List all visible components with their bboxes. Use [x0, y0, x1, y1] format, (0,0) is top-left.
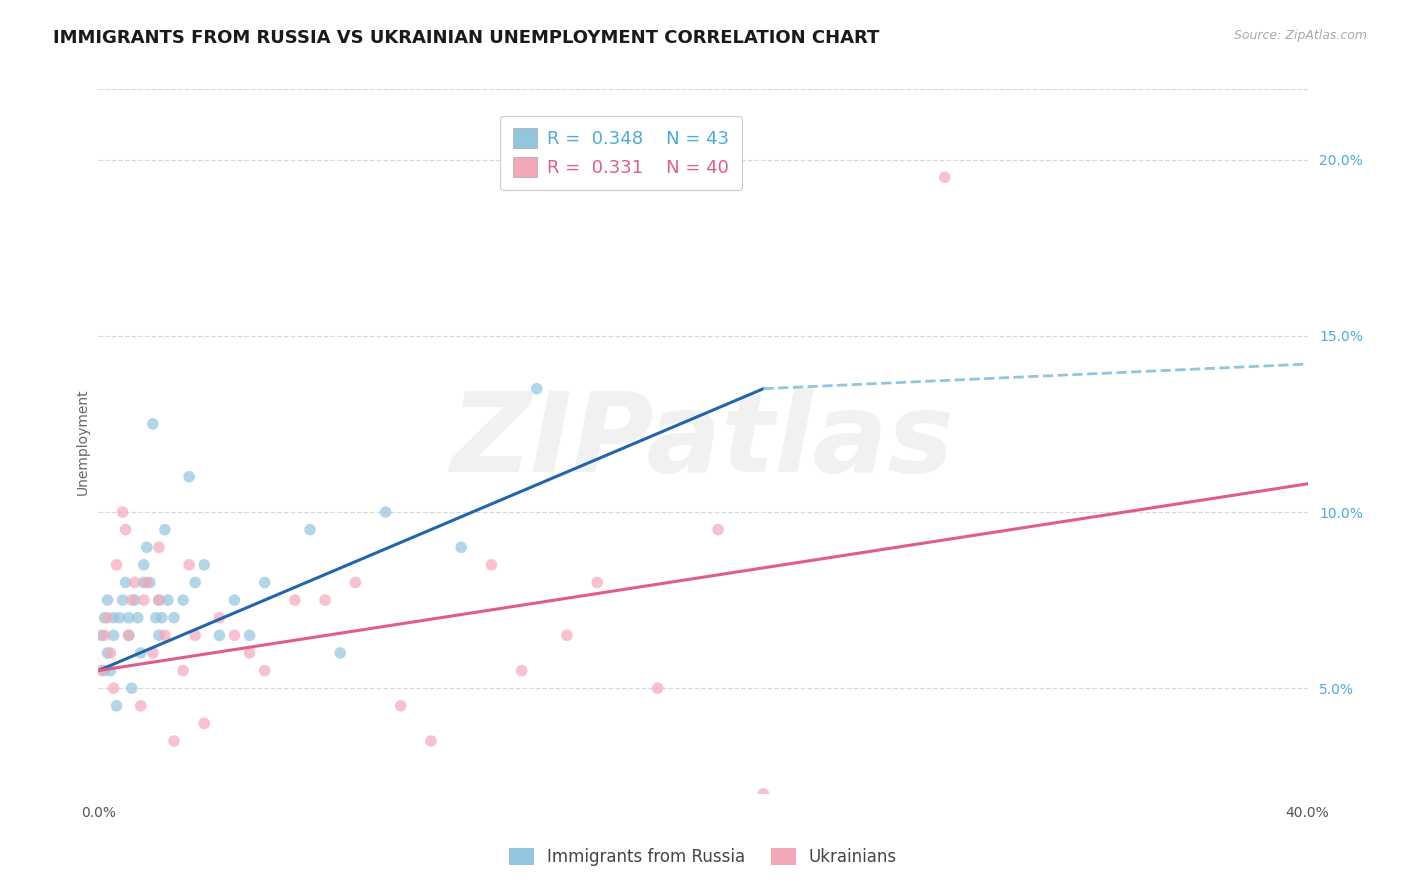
Point: [135, 575, 157, 590]
Point: [139, 575, 162, 590]
Point: [193, 558, 215, 572]
Point: [148, 541, 170, 555]
Point: [239, 628, 262, 642]
Point: [934, 170, 956, 185]
Point: [103, 611, 125, 625]
Point: [114, 575, 136, 590]
Point: [184, 575, 207, 590]
Point: [142, 646, 165, 660]
Point: [96, 646, 118, 660]
Point: [96, 593, 118, 607]
Point: [93, 628, 115, 642]
Point: [96, 611, 118, 625]
Point: [208, 611, 231, 625]
Point: [132, 558, 155, 572]
Point: [111, 505, 134, 519]
Point: [105, 698, 128, 713]
Point: [389, 698, 412, 713]
Point: [179, 558, 201, 572]
Point: [150, 611, 173, 625]
Point: [129, 698, 152, 713]
Point: [184, 628, 207, 642]
Point: [124, 593, 146, 607]
Point: [118, 611, 141, 625]
Point: [752, 787, 775, 801]
Point: [253, 664, 276, 678]
Point: [555, 628, 578, 642]
Point: [224, 593, 246, 607]
Point: [329, 646, 352, 660]
Point: [103, 681, 125, 696]
Point: [145, 611, 167, 625]
Point: [121, 681, 143, 696]
Point: [193, 716, 215, 731]
Point: [142, 417, 165, 431]
Point: [163, 734, 186, 748]
Point: [526, 382, 548, 396]
Point: [103, 628, 125, 642]
Legend: Immigrants from Russia, Ukrainians: Immigrants from Russia, Ukrainians: [502, 841, 904, 872]
Point: [132, 593, 155, 607]
Point: [172, 593, 194, 607]
Point: [153, 628, 176, 642]
Point: [284, 593, 307, 607]
Point: [707, 523, 730, 537]
Point: [118, 628, 141, 642]
Point: [135, 541, 157, 555]
Point: [344, 575, 367, 590]
Point: [100, 646, 122, 660]
Point: [208, 628, 231, 642]
Point: [163, 611, 186, 625]
Point: [647, 681, 669, 696]
Point: [118, 628, 141, 642]
Point: [481, 558, 503, 572]
Text: ZIPatlas: ZIPatlas: [451, 388, 955, 495]
Point: [148, 593, 170, 607]
Point: [93, 611, 115, 625]
Point: [90, 664, 112, 678]
Point: [148, 628, 170, 642]
Point: [450, 541, 472, 555]
Point: [172, 664, 194, 678]
Point: [156, 593, 179, 607]
Point: [314, 593, 336, 607]
Point: [121, 593, 143, 607]
Point: [90, 628, 112, 642]
Point: [179, 469, 201, 483]
Point: [239, 646, 262, 660]
Point: [586, 575, 609, 590]
Point: [127, 611, 149, 625]
Text: IMMIGRANTS FROM RUSSIA VS UKRAINIAN UNEMPLOYMENT CORRELATION CHART: IMMIGRANTS FROM RUSSIA VS UKRAINIAN UNEM…: [53, 29, 880, 46]
Point: [105, 558, 128, 572]
Y-axis label: Unemployment: Unemployment: [76, 388, 90, 495]
Point: [124, 575, 146, 590]
Point: [374, 505, 396, 519]
Point: [93, 664, 115, 678]
Point: [129, 646, 152, 660]
Point: [420, 734, 443, 748]
Point: [108, 611, 131, 625]
Point: [132, 575, 155, 590]
Point: [100, 664, 122, 678]
Point: [253, 575, 276, 590]
Point: [114, 523, 136, 537]
Point: [510, 664, 533, 678]
Point: [148, 593, 170, 607]
Point: [153, 523, 176, 537]
Point: [299, 523, 322, 537]
Point: [224, 628, 246, 642]
Text: Source: ZipAtlas.com: Source: ZipAtlas.com: [1233, 29, 1367, 42]
Point: [111, 593, 134, 607]
